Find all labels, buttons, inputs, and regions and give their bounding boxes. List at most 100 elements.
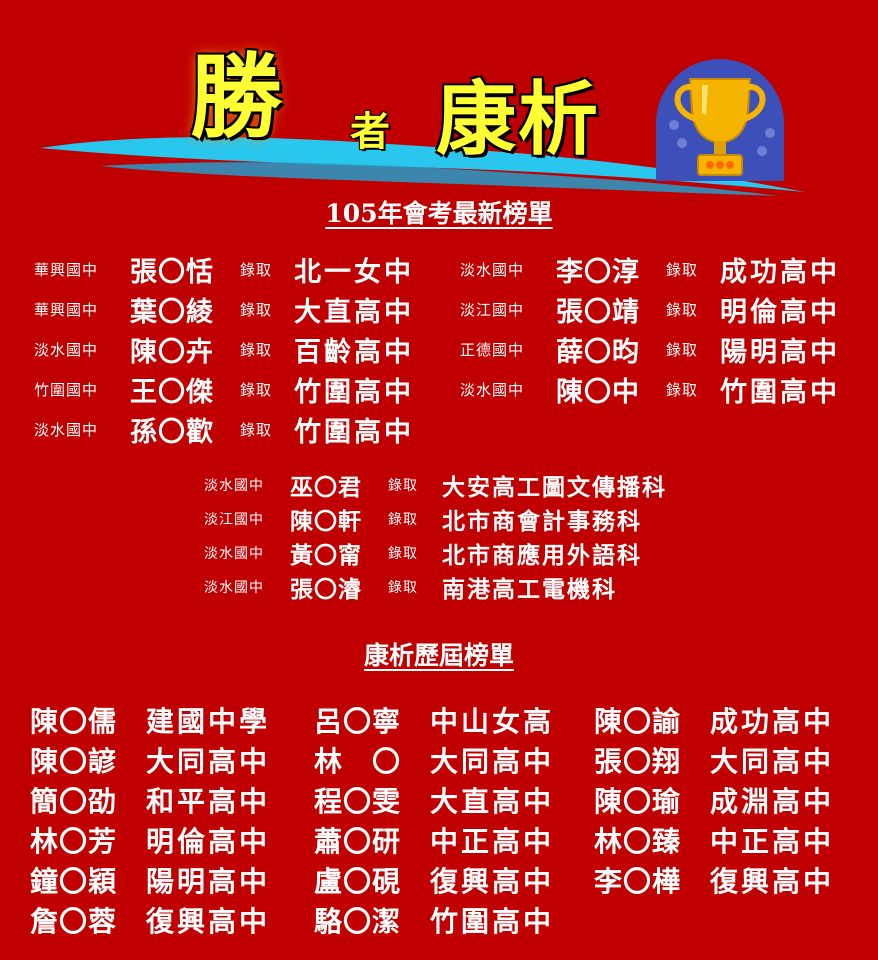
junior-school: 華興國中: [34, 260, 99, 279]
header-banner: 勝 者 康析: [0, 0, 878, 200]
admitted-school: 明倫高中: [720, 296, 840, 328]
admit-label: 錄取: [666, 260, 699, 279]
title-connector: 者: [350, 109, 390, 155]
list-item: 淡水國中 巫〇君 錄取 大安高工圖文傳播科: [204, 468, 667, 502]
student-name: 盧〇硯: [314, 865, 402, 898]
admitted-school: 復興高中: [430, 865, 555, 898]
admit-label: 錄取: [666, 340, 699, 359]
list-item: 盧〇硯 復興高中: [314, 860, 554, 900]
admitted-school: 大同高中: [710, 745, 835, 778]
admit-label: 錄取: [240, 380, 273, 399]
section-title-latest: 105年會考最新榜單: [325, 199, 553, 228]
student-name: 陳〇軒: [290, 508, 362, 535]
admit-label: 錄取: [666, 300, 699, 319]
student-name: 陳〇卉: [130, 336, 214, 368]
list-item: 鐘〇穎 陽明高中: [30, 860, 270, 900]
list-item: 蕭〇研 中正高中: [314, 820, 554, 860]
admitted-school: 大直高中: [294, 296, 414, 328]
junior-school: 淡水國中: [204, 478, 264, 494]
trophy-icon: [656, 59, 784, 181]
junior-school: 華興國中: [34, 300, 99, 319]
list-item: 呂〇寧 中山女高: [314, 700, 554, 740]
student-name: 孫〇歡: [130, 416, 214, 448]
admitted-school: 南港高工電機科: [442, 576, 617, 603]
title-brand: 康析: [436, 73, 600, 166]
junior-school: 淡江國中: [204, 512, 264, 528]
admitted-school: 復興高中: [710, 865, 835, 898]
student-name: 李〇淳: [556, 256, 640, 288]
admitted-school: 和平高中: [146, 785, 271, 818]
admitted-school: 成功高中: [710, 705, 835, 738]
admitted-school: 復興高中: [146, 905, 271, 938]
junior-school: 淡水國中: [460, 380, 525, 399]
admitted-school: 中正高中: [430, 825, 555, 858]
title-win: 勝: [190, 44, 283, 151]
student-name: 林 〇: [314, 745, 402, 778]
admitted-school: 竹圍高中: [294, 416, 414, 448]
list-item: 程〇雯 大直高中: [314, 780, 554, 820]
list-item: 陳〇瑜 成淵高中: [594, 780, 834, 820]
list-item: 淡水國中 陳〇卉 錄取 百齡高中: [34, 330, 414, 368]
junior-school: 淡水國中: [204, 580, 264, 596]
list-item: 華興國中 張〇恬 錄取 北一女中: [34, 250, 414, 288]
admitted-school: 中正高中: [710, 825, 835, 858]
student-name: 張〇恬: [130, 256, 214, 288]
student-name: 李〇樺: [594, 865, 682, 898]
admit-label: 錄取: [240, 340, 273, 359]
list-item: 陳〇諺 大同高中: [30, 740, 270, 780]
junior-school: 正德國中: [460, 340, 525, 359]
student-name: 張〇濬: [290, 576, 362, 603]
junior-school: 淡水國中: [204, 546, 264, 562]
list-item: 駱〇潔 竹圍高中: [314, 900, 554, 940]
admitted-school: 竹圍高中: [430, 905, 555, 938]
student-name: 詹〇蓉: [30, 905, 118, 938]
admitted-school: 中山女高: [430, 705, 555, 738]
junior-school: 淡水國中: [460, 260, 525, 279]
admitted-school: 北市商應用外語科: [442, 542, 642, 569]
list-item: 林〇臻 中正高中: [594, 820, 834, 860]
student-name: 蕭〇研: [314, 825, 402, 858]
junior-school: 竹圍國中: [34, 380, 99, 399]
student-name: 張〇靖: [556, 296, 640, 328]
list-item: 淡水國中 黃〇甯 錄取 北市商應用外語科: [204, 536, 642, 570]
junior-school: 淡江國中: [460, 300, 525, 319]
student-name: 陳〇諺: [30, 745, 118, 778]
admitted-school: 北市商會計事務科: [442, 508, 642, 535]
student-name: 葉〇綾: [130, 296, 214, 328]
student-name: 林〇芳: [30, 825, 118, 858]
list-item: 淡水國中 李〇淳 錄取 成功高中: [460, 250, 840, 288]
admitted-school: 大同高中: [430, 745, 555, 778]
list-item: 陳〇諭 成功高中: [594, 700, 834, 740]
admitted-school: 陽明高中: [146, 865, 271, 898]
list-item: 淡水國中 陳〇中 錄取 竹圍高中: [460, 370, 840, 408]
admit-label: 錄取: [388, 580, 418, 596]
student-name: 簡〇劭: [30, 785, 118, 818]
list-item: 正德國中 薛〇昀 錄取 陽明高中: [460, 330, 840, 368]
list-item: 李〇樺 復興高中: [594, 860, 834, 900]
admitted-school: 成淵高中: [710, 785, 835, 818]
admitted-school: 陽明高中: [720, 336, 840, 368]
student-name: 陳〇儒: [30, 705, 118, 738]
admitted-school: 大直高中: [430, 785, 555, 818]
student-name: 陳〇瑜: [594, 785, 682, 818]
student-name: 張〇翔: [594, 745, 682, 778]
student-name: 呂〇寧: [314, 705, 402, 738]
admitted-school: 百齡高中: [294, 336, 414, 368]
student-name: 鐘〇穎: [30, 865, 118, 898]
admitted-school: 竹圍高中: [294, 376, 414, 408]
student-name: 巫〇君: [290, 474, 362, 501]
list-item: 簡〇劭 和平高中: [30, 780, 270, 820]
list-item: 淡江國中 陳〇軒 錄取 北市商會計事務科: [204, 502, 642, 536]
list-item: 淡江國中 張〇靖 錄取 明倫高中: [460, 290, 840, 328]
admit-label: 錄取: [240, 260, 273, 279]
admitted-school: 建國中學: [146, 705, 271, 738]
list-item: 淡水國中 孫〇歡 錄取 竹圍高中: [34, 410, 414, 448]
junior-school: 淡水國中: [34, 340, 99, 359]
admitted-school: 大同高中: [146, 745, 271, 778]
list-item: 陳〇儒 建國中學: [30, 700, 270, 740]
list-item: 詹〇蓉 復興高中: [30, 900, 270, 940]
list-item: 林 〇 大同高中: [314, 740, 554, 780]
junior-school: 淡水國中: [34, 420, 99, 439]
student-name: 王〇傑: [130, 376, 214, 408]
admitted-school: 北一女中: [294, 256, 414, 288]
